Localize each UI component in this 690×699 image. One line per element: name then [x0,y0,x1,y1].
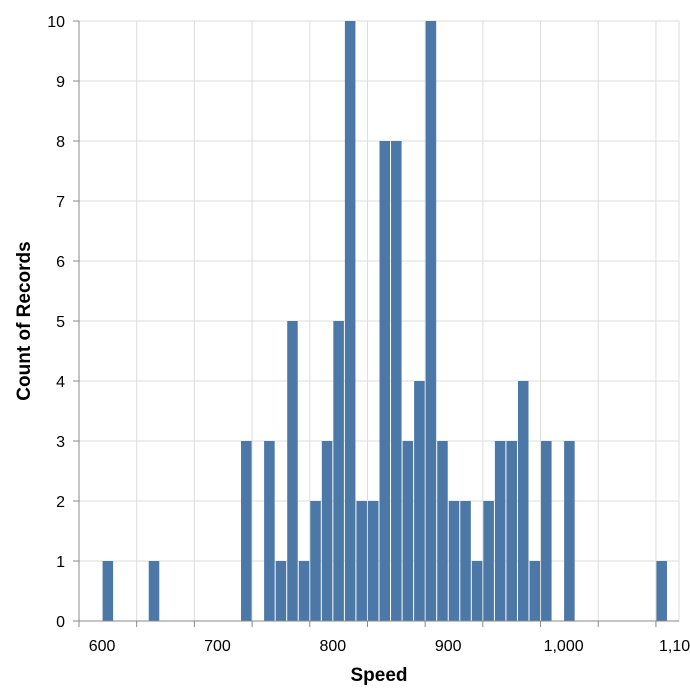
x-tick-label: 1,100 [659,638,690,655]
histogram-bar [529,561,541,621]
histogram-bar [148,561,160,621]
histogram-bar [483,501,494,621]
histogram-bar [356,501,367,621]
histogram-bar [102,561,114,621]
y-tick-label: 9 [56,74,65,91]
histogram-bar [517,381,529,621]
axis-layer: 600 700 800 900 1,000 1,100 0 1 2 3 4 5 6 7 8 9 10 [47,14,690,655]
histogram-bar [241,441,252,621]
histogram-bar [471,561,483,621]
y-tick-label: 7 [56,194,65,211]
histogram-bar [564,441,575,621]
x-tick-label: 1,000 [544,638,584,655]
histogram-bar [310,501,321,621]
histogram-bar [367,501,379,621]
histogram-bar [298,561,310,621]
histogram-bar [414,381,425,621]
x-tick-label: 700 [204,638,231,655]
histogram-bar [460,501,471,621]
x-axis-title: Speed [350,665,407,686]
y-tick-label: 3 [56,434,65,451]
y-axis-title: Count of Records [14,241,35,400]
y-tick-label: 10 [47,14,65,31]
histogram-bar [333,321,344,621]
x-tick-label: 800 [319,638,346,655]
y-tick-label: 5 [56,314,65,331]
y-tick-label: 4 [56,374,65,391]
y-tick-label: 8 [56,134,65,151]
y-tick-label: 6 [56,254,65,271]
histogram-bar [275,561,287,621]
y-tick-label: 0 [56,614,65,631]
histogram-bar [506,441,517,621]
histogram-bar [379,141,391,621]
histogram-bar [264,441,275,621]
histogram-bar [344,21,356,621]
histogram-bar [391,141,402,621]
y-tick-label: 1 [56,554,65,571]
x-tick-label: 900 [435,638,462,655]
histogram-bar [402,441,414,621]
histogram-bar [425,21,437,621]
bar-layer [102,21,667,621]
histogram-bar [448,501,460,621]
x-tick-label: 600 [89,638,116,655]
histogram-bar [287,321,298,621]
histogram-bar [494,441,506,621]
grid-layer [78,20,680,622]
y-tick-label: 2 [56,494,65,511]
histogram-bar [321,441,333,621]
histogram-bar [656,561,667,621]
histogram-bar [437,441,448,621]
histogram-bar [541,441,552,621]
